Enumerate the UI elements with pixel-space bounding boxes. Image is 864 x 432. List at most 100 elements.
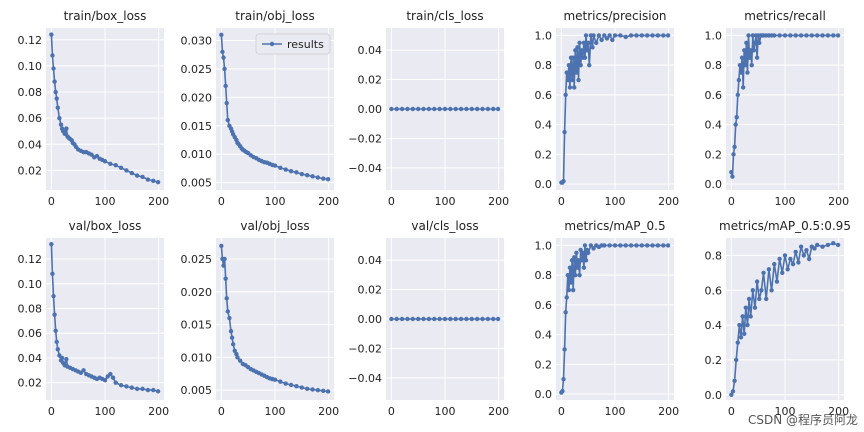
data-point (628, 243, 634, 248)
data-point (405, 316, 410, 322)
chart-title: train/obj_loss (235, 9, 314, 23)
data-point (634, 33, 639, 38)
y-tick-label: 0.4 (535, 119, 553, 132)
data-point (221, 55, 226, 60)
data-point (415, 106, 421, 112)
y-tick-label: 0.08 (18, 86, 43, 99)
data-point (567, 265, 573, 270)
y-tick-label: 0.12 (18, 34, 43, 47)
data-point (151, 387, 156, 393)
data-point (591, 246, 596, 251)
data-point (453, 106, 458, 112)
data-point (394, 106, 399, 112)
data-point (124, 384, 129, 389)
data-point (145, 177, 151, 182)
x-tick-label: 200 (828, 195, 849, 208)
y-tick-label: 0.2 (535, 358, 553, 371)
y-tick-label: 0.2 (535, 148, 553, 161)
data-point (52, 79, 57, 84)
data-point (405, 106, 410, 112)
data-point (757, 40, 762, 46)
data-point (610, 37, 615, 43)
panel-metrics-map-0-5: 0 100 200 0.0 0.2 0.4 0.6 0.8 1.0 metrics/mAP_0.5 (535, 219, 680, 418)
data-point (623, 34, 628, 40)
data-point (227, 315, 232, 321)
y-tick-label: −0.02 (348, 132, 382, 145)
data-point (766, 267, 772, 272)
data-point (235, 355, 240, 360)
data-point (665, 243, 671, 248)
data-point (53, 328, 58, 333)
panel-metrics-map-0-5-0-95: 0 100 200 0.0 0.2 0.4 0.6 0.8 metrics/mAP_0.5:0.… (705, 219, 851, 418)
data-point (421, 106, 426, 112)
data-point (108, 371, 113, 377)
y-tick-label: 0.025 (181, 63, 213, 76)
data-point (278, 165, 283, 171)
data-point (569, 77, 575, 83)
data-point (442, 106, 448, 112)
data-point (59, 355, 65, 361)
y-tick-label: 0.4 (535, 329, 553, 342)
watermark-text: CSDN @程序员阿龙 (748, 412, 858, 427)
data-point (315, 175, 321, 180)
data-point (733, 122, 738, 127)
data-point (134, 173, 140, 178)
data-point (825, 33, 831, 38)
data-point (410, 106, 416, 112)
data-point (734, 114, 739, 120)
data-point (574, 70, 579, 75)
data-point (415, 316, 421, 322)
data-point (113, 162, 118, 168)
data-point (618, 243, 623, 248)
x-tick-label: 0 (388, 405, 395, 418)
data-point (729, 392, 734, 397)
legend: results (255, 33, 331, 55)
data-point (458, 316, 464, 322)
data-point (321, 176, 326, 181)
panel-train-cls-loss: 0 100 200 −0.04 −0.02 0.00 0.02 0.04 train/cls_l… (348, 9, 509, 208)
y-tick-label: 0.04 (18, 352, 43, 365)
data-point (561, 376, 566, 382)
x-tick-label: 200 (148, 195, 169, 208)
data-point (793, 249, 798, 255)
data-point (596, 33, 602, 38)
data-point (572, 85, 577, 90)
data-point (737, 322, 742, 328)
x-tick-label: 100 (775, 195, 796, 208)
data-point (798, 244, 804, 249)
data-point (814, 33, 820, 38)
y-tick-label: 0.10 (18, 60, 43, 73)
data-point (222, 66, 227, 72)
data-point (825, 242, 831, 248)
data-point (607, 243, 612, 248)
data-point (426, 106, 432, 112)
data-point (737, 62, 743, 68)
data-point (751, 48, 757, 53)
x-tick-label: 200 (488, 195, 509, 208)
data-point (437, 106, 442, 112)
y-tick-label: 0.4 (705, 319, 723, 332)
chart-title: metrics/mAP_0.5:0.95 (719, 219, 851, 233)
data-point (665, 33, 671, 38)
y-tick-label: 0.04 (358, 254, 383, 267)
panel-metrics-precision: 0 100 200 0.0 0.2 0.4 0.6 0.8 1.0 metrics/precisi… (535, 9, 680, 208)
data-point (744, 40, 749, 46)
data-point (561, 178, 566, 184)
data-point (639, 243, 645, 248)
data-point (426, 316, 432, 322)
y-tick-label: 0.030 (181, 35, 213, 48)
data-point (742, 331, 747, 337)
data-point (474, 316, 480, 322)
y-tick-label: 0.005 (181, 384, 213, 397)
data-point (628, 33, 634, 38)
data-point (219, 243, 224, 249)
data-point (113, 380, 118, 385)
data-point (578, 62, 583, 68)
data-point (623, 243, 628, 248)
data-point (785, 267, 790, 272)
data-point (118, 382, 124, 388)
x-tick-label: 100 (265, 195, 286, 208)
data-point (777, 256, 782, 262)
data-point (55, 347, 60, 352)
data-point (793, 33, 798, 38)
